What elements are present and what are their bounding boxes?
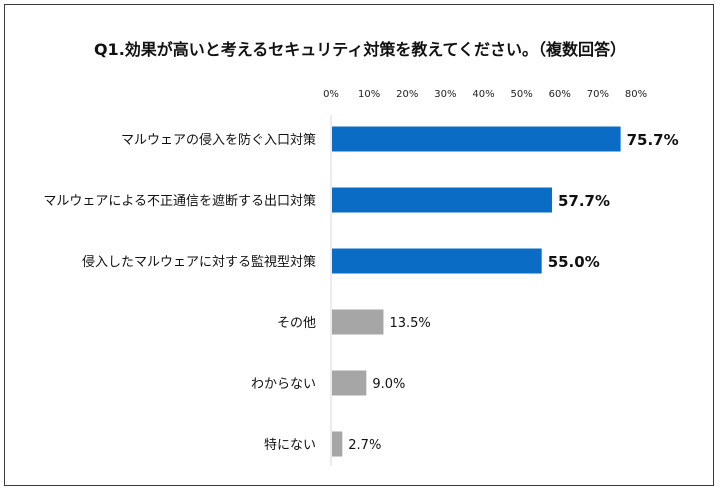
data-label: 55.0%	[548, 253, 600, 271]
data-label: 75.7%	[627, 131, 679, 149]
x-tick-label: 10%	[358, 89, 380, 100]
x-tick-label: 30%	[434, 89, 456, 100]
x-tick-label: 0%	[323, 89, 339, 100]
category-label: 侵入したマルウェアに対する監視型対策	[82, 254, 316, 270]
category-label: マルウェアによる不正通信を遮断する出口対策	[43, 193, 316, 209]
category-label: その他	[277, 316, 316, 331]
data-label: 57.7%	[558, 192, 610, 210]
category-label: わからない	[251, 377, 316, 392]
data-label: 2.7%	[348, 438, 381, 453]
data-label: 13.5%	[389, 316, 430, 331]
chart-frame	[4, 4, 714, 486]
category-label: 特にない	[264, 438, 316, 453]
x-tick-label: 60%	[549, 89, 571, 100]
bar	[332, 126, 621, 152]
bar	[332, 187, 552, 213]
x-tick-label: 80%	[625, 89, 647, 100]
x-tick-label: 50%	[511, 89, 533, 100]
data-label: 9.0%	[372, 377, 405, 392]
bar	[332, 431, 343, 457]
chart-title: Q1.効果が高いと考えるセキュリティ対策を教えてください。（複数回答）	[93, 40, 627, 59]
category-label: マルウェアの侵入を防ぐ入口対策	[121, 132, 316, 148]
bar	[332, 248, 542, 274]
bar	[332, 370, 367, 396]
x-tick-label: 40%	[472, 89, 494, 100]
bar	[332, 309, 384, 335]
x-tick-label: 70%	[587, 89, 609, 100]
x-tick-label: 20%	[396, 89, 418, 100]
